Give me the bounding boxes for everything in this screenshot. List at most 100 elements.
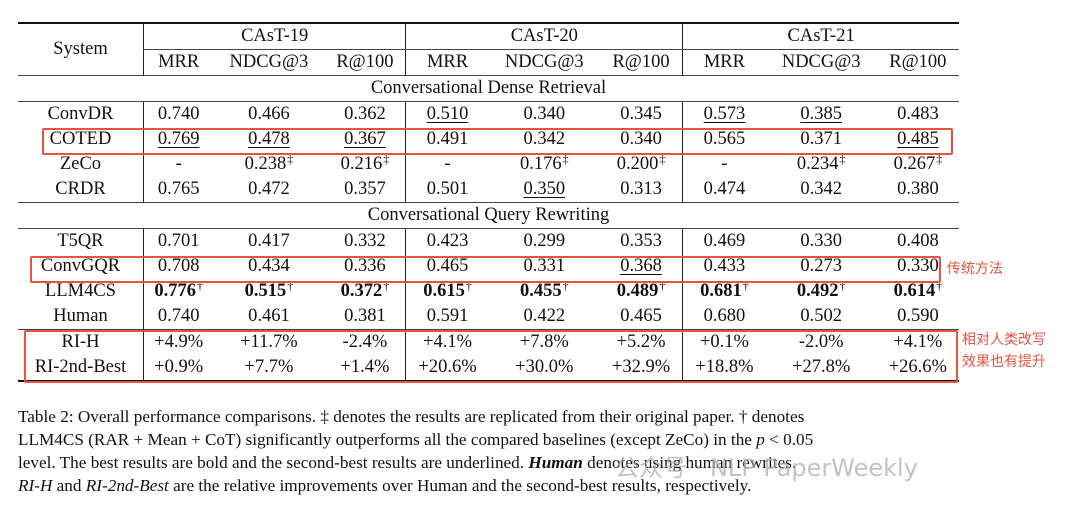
score-value: 0.385 (800, 104, 842, 124)
score-cell: 0.434 (213, 254, 324, 279)
score-cell: 0.234‡ (766, 152, 877, 177)
score-cell: 0.417 (213, 229, 324, 255)
score-cell: 0.565 (682, 127, 766, 152)
score-value: 0.565 (703, 129, 746, 149)
significance-mark: ‡ (659, 152, 666, 166)
score-cell: - (143, 152, 214, 177)
metric-header: R@100 (612, 52, 670, 72)
score-value: 0.331 (523, 256, 566, 276)
score-value: 0.461 (248, 306, 290, 326)
score-value: +30.0% (515, 357, 574, 377)
score-cell: 0.299 (489, 229, 600, 255)
caption-line-3: level. The best results are bold and the… (18, 453, 797, 472)
significance-mark: † (465, 279, 472, 293)
score-value: 0.472 (248, 179, 290, 199)
score-cell: 0.350 (489, 177, 600, 203)
score-cell: 0.478 (213, 127, 324, 152)
score-cell: 0.502 (766, 304, 877, 330)
metric-header: NDCG@3 (781, 52, 861, 72)
score-cell: +4.1% (876, 329, 959, 355)
score-value: 0.423 (426, 231, 469, 251)
score-value: - (444, 154, 451, 174)
score-cell: 0.483 (877, 102, 959, 128)
score-cell: 0.267‡ (877, 152, 959, 177)
score-value: 0.680 (703, 306, 746, 326)
score-value: +7.7% (244, 357, 294, 377)
score-value: +0.1% (699, 332, 749, 352)
system-name: RI-2nd-Best (18, 355, 144, 382)
score-value: 0.740 (157, 104, 200, 124)
system-header: System (18, 22, 144, 76)
section-header-row: Conversational Dense Retrieval (18, 75, 959, 102)
significance-mark: † (562, 279, 569, 293)
score-value: 0.491 (426, 129, 469, 149)
score-value: 0.590 (897, 306, 939, 326)
score-cell: +26.6% (876, 355, 959, 382)
significance-mark: ‡ (936, 152, 943, 166)
score-value: 0.615 (423, 281, 465, 301)
score-cell: 0.408 (877, 229, 959, 255)
score-cell: 0.422 (489, 304, 600, 330)
score-value: 0.345 (620, 104, 662, 124)
score-cell: -2.4% (324, 329, 406, 355)
score-cell: 0.200‡ (600, 152, 683, 177)
score-value: 0.367 (344, 129, 386, 149)
score-cell: 0.461 (213, 304, 324, 330)
score-cell: 0.362 (324, 102, 405, 128)
table-row: LLM4CS 0.776† 0.515† 0.372† 0.615† 0.455† 0.48… (18, 279, 959, 304)
significance-mark: † (196, 279, 203, 293)
score-value: 0.408 (897, 231, 939, 251)
significance-mark: ‡ (383, 152, 390, 166)
score-value: 0.573 (703, 104, 746, 124)
score-value: 0.330 (800, 231, 842, 251)
score-value: +26.6% (888, 357, 947, 377)
score-cell: 0.342 (766, 177, 877, 203)
score-value: 0.708 (157, 256, 200, 276)
score-value: 0.313 (620, 179, 662, 199)
score-value: - (175, 154, 182, 174)
score-value: 0.340 (523, 104, 566, 124)
score-value: 0.502 (800, 306, 842, 326)
score-value: +1.4% (340, 357, 390, 377)
score-cell: 0.216‡ (324, 152, 405, 177)
score-value: 0.417 (248, 231, 290, 251)
score-value: 0.176 (519, 154, 562, 174)
score-cell: 0.765 (143, 177, 214, 203)
score-cell: 0.340 (489, 102, 600, 128)
score-cell: 0.423 (405, 228, 489, 254)
score-value: 0.340 (620, 129, 662, 149)
score-cell: 0.455† (489, 279, 600, 304)
score-cell: 0.380 (877, 177, 959, 203)
score-cell: +4.1% (405, 329, 489, 355)
annotation-improvement: 相对人类改写 效果也有提升 (962, 329, 1046, 373)
score-value: -2.4% (342, 332, 388, 352)
system-name: ZeCo (59, 154, 102, 174)
score-value: 0.332 (344, 231, 386, 251)
score-cell: +7.8% (488, 329, 600, 355)
score-value: 0.492 (796, 281, 839, 301)
score-cell: 0.615† (405, 279, 489, 304)
table-row: ZeCo -0.238‡ 0.216‡ -0.176‡ 0.200‡ -0.234‡ 0.2… (18, 152, 959, 177)
system-name: COTED (49, 129, 112, 149)
header-row-metrics: MRR NDCG@3 R@100 MRR NDCG@3 R@100 MRR NDCG@3 R@1… (18, 49, 959, 76)
score-value: 0.483 (897, 104, 939, 124)
score-cell: 0.573 (682, 101, 766, 127)
table-caption: Table 2: Overall performance comparisons… (18, 405, 1068, 497)
score-cell: +5.2% (599, 329, 683, 355)
score-cell: +27.8% (765, 355, 877, 382)
score-cell: 0.680 (682, 304, 766, 330)
system-name: Human (53, 306, 108, 326)
score-value: 0.350 (523, 179, 566, 199)
dataset-header: CAsT-21 (682, 22, 959, 50)
score-value: 0.591 (426, 306, 469, 326)
score-value: 0.200 (616, 154, 659, 174)
score-cell: - (682, 152, 766, 177)
metric-header: MRR (405, 49, 489, 76)
score-value: 0.465 (620, 306, 662, 326)
metric-header: NDCG@3 (229, 52, 309, 72)
caption-line-2: LLM4CS (RAR + Mean + CoT) significantly … (18, 430, 814, 449)
caption-line-1: Table 2: Overall performance comparisons… (18, 407, 805, 426)
score-cell: 0.769 (143, 127, 214, 152)
score-cell: +30.0% (488, 355, 600, 382)
score-cell: 0.465 (600, 304, 683, 330)
